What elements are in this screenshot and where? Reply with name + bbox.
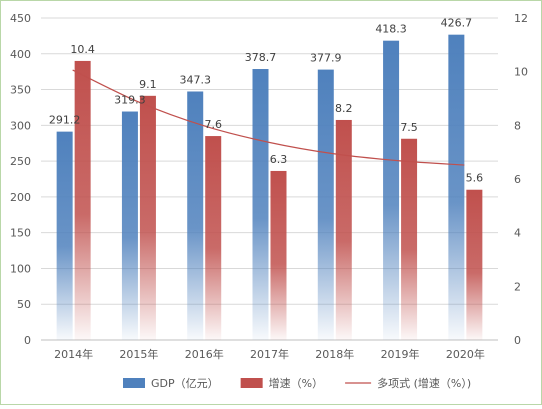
bar-gdp	[56, 131, 73, 340]
data-label-growth: 6.3	[270, 153, 288, 166]
y-left-tick-label: 350	[10, 84, 31, 97]
y-left-tick-label: 0	[24, 334, 31, 347]
y-left-tick-label: 300	[10, 119, 31, 132]
y-right-tick-label: 0	[514, 334, 521, 347]
bar-gdp	[383, 40, 400, 341]
data-label-gdp: 347.3	[179, 73, 211, 86]
y-left-tick-label: 400	[10, 48, 31, 61]
data-label-gdp: 378.7	[245, 51, 277, 64]
bar-growth	[401, 138, 418, 340]
y-left-tick-label: 450	[10, 12, 31, 25]
bars	[56, 34, 483, 341]
bar-growth	[205, 136, 222, 340]
bar-growth	[74, 60, 91, 340]
bar-growth	[139, 95, 156, 340]
bar-growth	[466, 189, 483, 340]
x-axis: 2014年 2015年 2016年 2017年 2018年 2019年 2020年	[54, 347, 485, 361]
bar-gdp	[317, 69, 334, 340]
legend: GDP（亿元） 增速（%） 多项式 (增速（%）)	[123, 376, 471, 390]
y-right-tick-label: 12	[514, 12, 528, 25]
data-labels: 291.2 319.3 347.3 378.7 377.9 418.3 426.7 10.4 9…	[49, 17, 483, 185]
bar-gdp	[121, 111, 138, 341]
y-left-tick-label: 200	[10, 191, 31, 204]
y-left-tick-label: 50	[17, 298, 31, 311]
legend-item: 多项式 (增速（%）)	[345, 376, 471, 390]
x-tick-label: 2018年	[315, 347, 354, 361]
y-left-tick-label: 250	[10, 155, 31, 168]
legend-label: GDP（亿元）	[151, 377, 219, 390]
bar-growth	[335, 119, 352, 340]
bar-gdp	[252, 69, 269, 341]
y-right-tick-label: 10	[514, 66, 528, 79]
x-tick-label: 2016年	[185, 347, 224, 361]
data-label-growth: 10.4	[70, 43, 95, 56]
data-label-growth: 9.1	[139, 78, 157, 91]
legend-item: GDP（亿元）	[123, 377, 219, 390]
gridlines	[41, 17, 498, 341]
x-tick-label: 2020年	[446, 347, 485, 361]
bar-growth	[270, 170, 287, 340]
y-right-tick-label: 4	[514, 227, 521, 240]
data-label-growth: 5.6	[466, 172, 484, 185]
legend-swatch	[123, 378, 145, 388]
left-axis: 0 50 100 150 200 250 300 350 400 450	[10, 12, 31, 347]
legend-item: 增速（%）	[240, 376, 323, 390]
legend-label: 增速（%）	[269, 376, 323, 390]
y-left-tick-label: 150	[10, 227, 31, 240]
data-label-gdp: 291.2	[49, 114, 81, 127]
x-tick-label: 2019年	[381, 347, 420, 361]
data-label-gdp: 319.3	[114, 94, 146, 107]
bar-gdp	[187, 91, 204, 341]
data-label-gdp: 377.9	[310, 52, 342, 65]
x-tick-label: 2017年	[250, 347, 289, 361]
y-right-tick-label: 8	[514, 119, 521, 132]
x-tick-label: 2014年	[54, 347, 93, 361]
data-label-growth: 8.2	[335, 102, 353, 115]
right-axis: 0 2 4 6 8 10 12	[514, 12, 528, 347]
legend-swatch	[240, 378, 263, 388]
x-tick-label: 2015年	[119, 347, 158, 361]
y-right-tick-label: 6	[514, 173, 521, 186]
data-label-gdp: 426.7	[441, 17, 473, 30]
trendline-path	[72, 69, 465, 166]
data-label-growth: 7.5	[400, 121, 418, 134]
trendline	[72, 69, 465, 166]
data-label-growth: 7.6	[204, 118, 222, 131]
bar-gdp	[448, 34, 465, 340]
legend-label: 多项式 (增速（%）)	[377, 376, 471, 390]
y-right-tick-label: 2	[514, 280, 521, 293]
y-left-tick-label: 100	[10, 262, 31, 275]
data-label-gdp: 418.3	[375, 23, 407, 36]
